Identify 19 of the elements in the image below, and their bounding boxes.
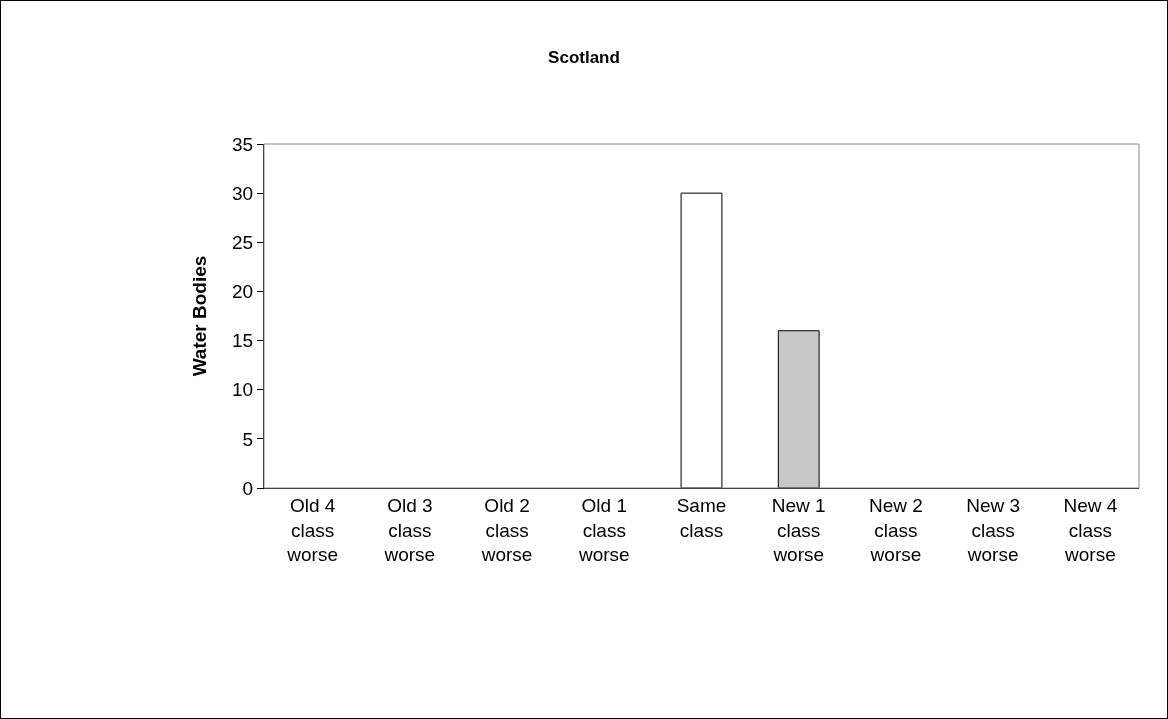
x-tick-label: New 3 class worse — [966, 494, 1021, 566]
y-tick-label: 25 — [232, 231, 254, 253]
x-tick-label: Old 4 class worse — [286, 494, 338, 566]
x-tick-label: New 1 class worse — [771, 494, 826, 566]
y-tick-label: 5 — [242, 428, 254, 450]
x-tick-label: New 4 class worse — [1063, 494, 1118, 566]
x-tick-label: New 2 class worse — [869, 494, 923, 566]
chart-title: Scotland — [548, 48, 620, 68]
y-tick-label: 0 — [242, 477, 254, 499]
x-tick-label: Same class — [676, 494, 727, 541]
y-tick-label: 30 — [232, 182, 254, 204]
y-tick-label: 15 — [232, 330, 254, 352]
x-tick-label: Old 2 class worse — [480, 494, 533, 566]
x-tick-label: Old 3 class worse — [383, 494, 436, 566]
y-axis-title: Water Bodies — [188, 255, 210, 377]
y-tick-label: 10 — [232, 379, 254, 401]
y-tick-label: 20 — [232, 281, 254, 303]
x-tick-label: Old 1 class worse — [577, 494, 630, 566]
y-tick-label: 35 — [232, 133, 254, 155]
